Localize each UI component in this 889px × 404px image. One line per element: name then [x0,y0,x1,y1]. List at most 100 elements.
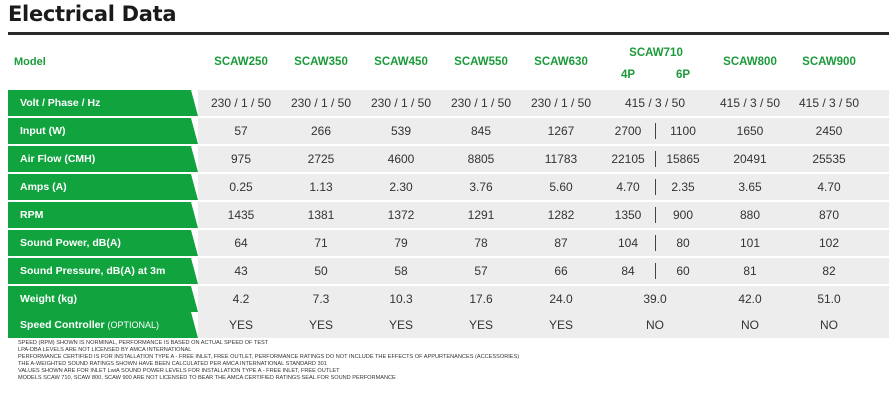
table-cell: 39.0 [643,292,667,306]
row-label: Volt / Phase / Hz [20,97,101,109]
row-label: Amps (A) [20,181,67,193]
column-divider [655,263,656,279]
table-cell-6p: 2.35 [671,180,695,194]
table-cell: 11783 [544,152,578,166]
table-cell: 71 [314,236,328,250]
table-cell: 79 [394,236,408,250]
table-cell: 57 [474,264,488,278]
table-cell: 101 [739,236,761,250]
table-cell: 1282 [547,208,575,222]
table-cell: 87 [554,236,568,250]
model-header-scaw250: SCAW250 [214,56,268,68]
table-cell: 50 [314,264,328,278]
model-header-scaw900: SCAW900 [802,56,856,68]
table-cell: 1381 [307,208,335,222]
table-cell: 2725 [307,152,335,166]
model-header-label: Model [14,56,46,68]
table-cell: 1291 [467,208,495,222]
table-cell: 57 [234,124,248,138]
model-header-scaw550: SCAW550 [454,56,508,68]
row-label: Input (W) [20,125,66,137]
table-cell: 845 [470,124,492,138]
table-cell: 82 [822,264,836,278]
table-cell: 8805 [467,152,495,166]
table-cell: 20491 [733,152,767,166]
table-row-volt-phase-hz: Volt / Phase / Hz 230 / 1 / 50 230 / 1 /… [0,90,889,116]
model-header-scaw800: SCAW800 [723,56,777,68]
table-cell: 2450 [815,124,843,138]
table-cell-6p: 15865 [666,152,700,166]
table-cell: YES [308,318,333,332]
footnote: LPA-DBA LEVELS ARE NOT LICENSED BY AMCA … [18,347,192,353]
table-cell-4p: 2700 [614,124,642,138]
table-cell: YES [548,318,573,332]
table-cell: NO [646,318,664,332]
table-cell-4p: 84 [621,264,635,278]
table-cell: YES [468,318,493,332]
table-cell: 58 [394,264,408,278]
table-cell: 42.0 [738,292,762,306]
table-cell: 230 / 1 / 50 [450,96,512,110]
table-row-weight: Weight (kg) 4.2 7.3 10.3 17.6 24.0 39.0 … [0,286,889,312]
row-label: Sound Power, dB(A) [20,237,121,249]
footnote: SPEED (RPM) SHOWN IS NORMINAL, PERFORMAN… [18,340,269,346]
row-label: Speed Controller (OPTIONAL) [20,319,160,331]
model-subheader-6p: 6P [675,69,691,81]
table-cell: 230 / 1 / 50 [370,96,432,110]
table-cell: 102 [818,236,840,250]
table-cell: 10.3 [389,292,413,306]
table-cell: 5.60 [549,180,573,194]
column-divider [655,207,656,223]
table-cell: NO [820,318,838,332]
title-rule [8,32,889,35]
table-cell: 7.3 [312,292,330,306]
table-cell: 81 [743,264,757,278]
table-cell-4p: 22105 [611,152,645,166]
table-cell: YES [228,318,253,332]
table-cell-6p: 900 [672,208,694,222]
table-cell: NO [741,318,759,332]
table-cell: 880 [739,208,761,222]
table-row-speed-controller: Speed Controller (OPTIONAL) YES YES YES … [0,312,889,338]
model-header-scaw710: SCAW710 [629,47,683,59]
row-label-suffix: (OPTIONAL) [107,320,160,330]
table-cell: 230 / 1 / 50 [530,96,592,110]
table-cell: 230 / 1 / 50 [210,96,272,110]
table-cell: 2.30 [389,180,413,194]
model-header-scaw450: SCAW450 [374,56,428,68]
table-cell-6p: 80 [676,236,690,250]
table-cell: 4.2 [232,292,250,306]
table-row-air-flow: Air Flow (CMH) 975 2725 4600 8805 11783 … [0,146,889,172]
table-cell: 3.76 [469,180,493,194]
table-row-rpm: RPM 1435 1381 1372 1291 1282 1350 900 88… [0,202,889,228]
table-cell-6p: 1100 [670,124,696,138]
footnote: PERFORMANCE CERTIFIED IS FOR INSTALLATIO… [18,354,520,360]
footnotes: SPEED (RPM) SHOWN IS NORMINAL, PERFORMAN… [18,340,878,382]
table-cell: 4.70 [817,180,841,194]
table-row-amps: Amps (A) 0.25 1.13 2.30 3.76 5.60 4.70 2… [0,174,889,200]
table-cell: 1435 [227,208,255,222]
table-cell: 975 [230,152,252,166]
table-cell: 266 [310,124,332,138]
table-cell: 25535 [812,152,846,166]
table-cell: 43 [234,264,248,278]
table-cell: 4600 [387,152,415,166]
table-cell: 0.25 [229,180,253,194]
row-label: RPM [20,209,44,221]
page-title: Electrical Data [8,2,177,26]
table-cell: 230 / 1 / 50 [290,96,352,110]
table-cell-4p: 104 [617,236,639,250]
table-cell: 415 / 3 / 50 [624,96,686,110]
table-cell: 51.0 [817,292,841,306]
table-cell: 1267 [547,124,575,138]
column-divider [655,151,656,167]
table-cell: 415 / 3 / 50 [798,96,860,110]
table-row-sound-power: Sound Power, dB(A) 64 71 79 78 87 104 80… [0,230,889,256]
table-row-sound-pressure: Sound Pressure, dB(A) at 3m 43 50 58 57 … [0,258,889,284]
row-label: Air Flow (CMH) [20,153,96,165]
table-cell: YES [388,318,413,332]
table-cell: 1.13 [309,180,333,194]
table-row-input: Input (W) 57 266 539 845 1267 2700 1100 … [0,118,889,144]
column-divider [655,123,656,139]
table-cell: 1650 [736,124,764,138]
